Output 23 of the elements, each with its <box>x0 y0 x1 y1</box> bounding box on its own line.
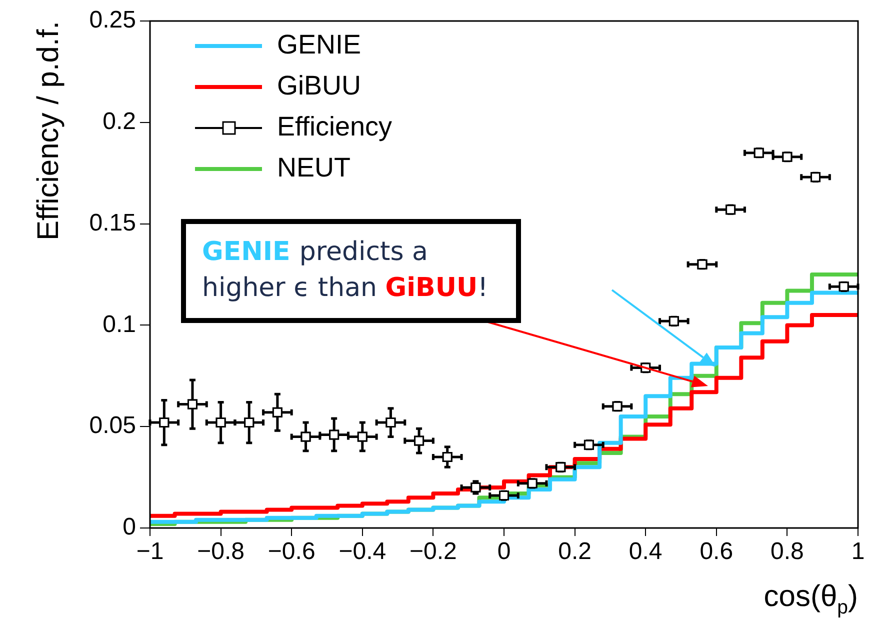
y-tick-label: 0.2 <box>102 108 136 136</box>
x-tick-label: −0.4 <box>338 538 386 566</box>
x-tick-label: 0.2 <box>558 538 592 566</box>
y-axis-title: Efficiency / p.d.f. <box>32 20 65 241</box>
legend-label: GENIE <box>277 29 362 60</box>
x-tick-label: 0 <box>497 538 511 566</box>
legend-label: GiBUU <box>277 70 362 100</box>
legend-label: NEUT <box>277 152 350 182</box>
x-tick-label: −0.2 <box>410 538 457 566</box>
x-tick-label: −0.6 <box>268 538 316 566</box>
x-tick-label: 1 <box>851 538 865 566</box>
y-tick-label: 0.25 <box>89 6 136 34</box>
y-tick-label: 0.15 <box>89 209 136 236</box>
x-tick-label: 0.8 <box>770 538 804 566</box>
y-tick-label: 0.05 <box>89 412 136 440</box>
y-tick-label: 0.1 <box>102 310 136 338</box>
x-tick-label: 0.4 <box>628 538 662 566</box>
x-tick-label: −1 <box>136 538 164 566</box>
x-tick-label: 0.6 <box>700 538 734 566</box>
x-tick-label: −0.8 <box>197 538 244 566</box>
text: GENIE predicts a higher ϵ than GiBUU! <box>202 237 488 303</box>
legend-label: Efficiency <box>277 111 393 142</box>
y-tick-label: 0 <box>122 514 136 541</box>
